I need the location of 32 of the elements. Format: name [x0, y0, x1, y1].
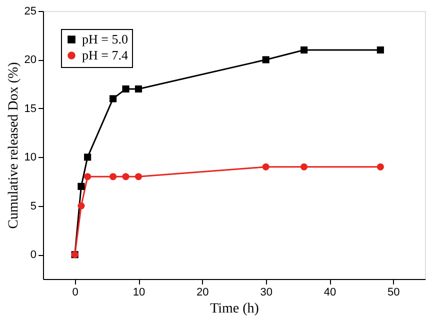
point — [300, 163, 308, 170]
point — [300, 46, 308, 54]
point — [262, 163, 270, 170]
y-tick-label: 25 — [24, 6, 36, 18]
x-tick-label: 0 — [72, 286, 78, 298]
y-tick-label: 10 — [24, 152, 36, 164]
point — [376, 163, 384, 170]
point — [134, 85, 142, 92]
x-tick-label: 50 — [388, 286, 400, 298]
y-tick-label: 0 — [30, 249, 36, 262]
point — [84, 173, 92, 180]
point — [134, 173, 142, 180]
point — [122, 85, 130, 92]
point — [262, 56, 270, 64]
y-tick-label: 15 — [24, 102, 36, 115]
y-tick-label: 5 — [30, 200, 36, 212]
x-tick-label: 10 — [132, 286, 146, 298]
point — [122, 173, 130, 180]
point — [109, 95, 117, 102]
point — [84, 154, 92, 161]
x-tick-label: 40 — [324, 286, 336, 298]
y-axis-title: Cumulative released Dox (%) — [6, 62, 22, 229]
legend-label: pH = 7.4 — [82, 48, 128, 62]
point — [78, 182, 85, 190]
x-tick-label: 30 — [260, 286, 272, 298]
x-tick-label: 20 — [196, 286, 209, 298]
point — [376, 46, 384, 54]
legend-label: pH = 5.0 — [82, 32, 128, 46]
x-axis-title: Time (h) — [210, 302, 260, 316]
point — [109, 173, 117, 180]
point — [78, 202, 85, 210]
y-tick-label: 20 — [24, 54, 36, 66]
